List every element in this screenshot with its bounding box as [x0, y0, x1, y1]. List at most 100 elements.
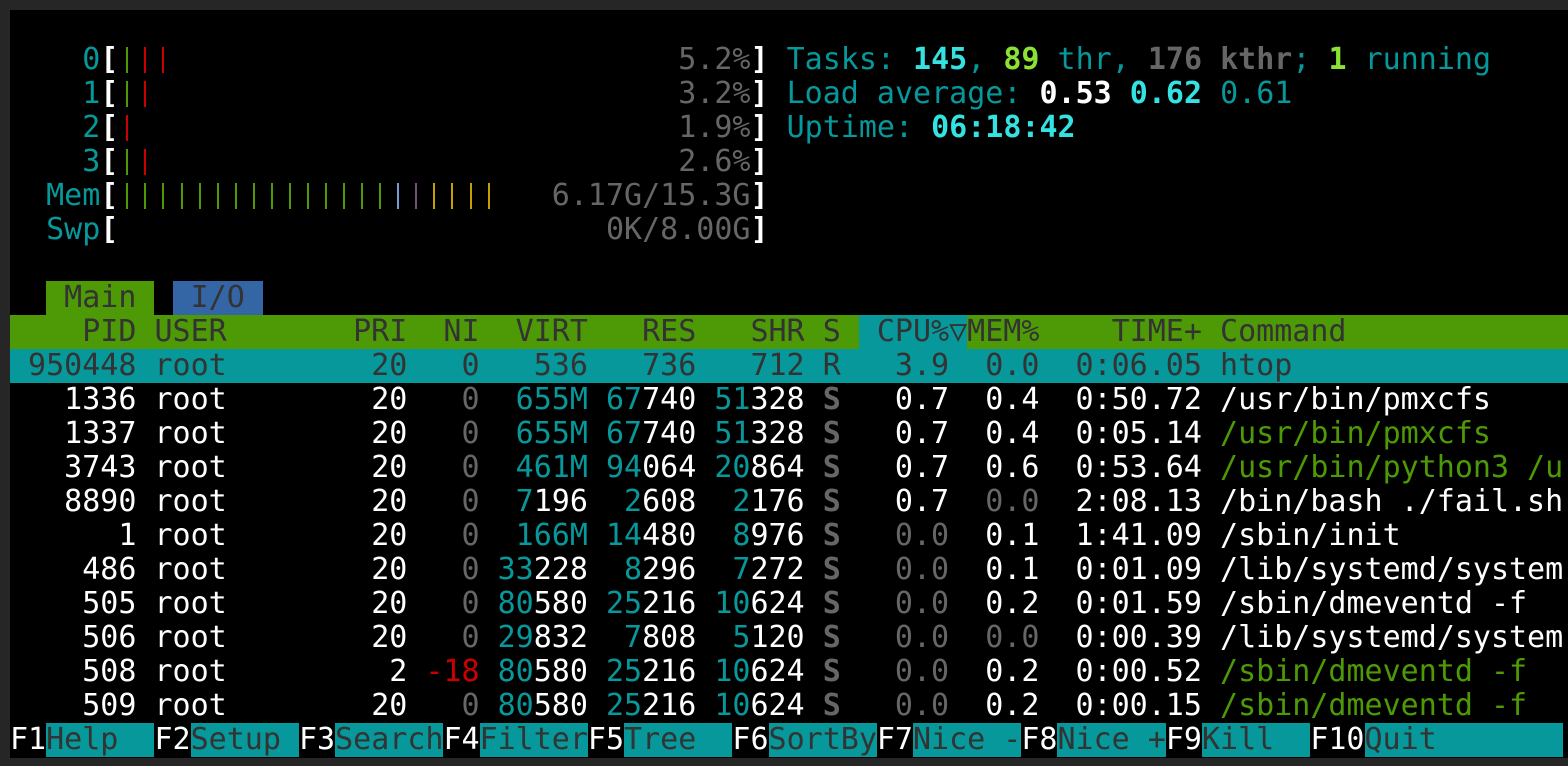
meter-value: 5.2%	[678, 42, 751, 77]
process-ni: 0	[461, 348, 480, 383]
process-row[interactable]: 1 root 20 0 166M 14480 8976 S 0.0 0.1 1:41.09/sbin…	[10, 519, 1568, 553]
process-cpu: 0.7	[894, 416, 950, 451]
process-ni: 0	[461, 620, 480, 655]
process-ni: 0	[461, 416, 480, 451]
function-key-f4[interactable]: F4	[443, 722, 480, 757]
meter-2: 2[1.9%]	[10, 111, 1568, 145]
process-row[interactable]: 505 root 20 0 80580 25216 10624 S 0.0 0.2 0:01.59 /…	[10, 587, 1568, 621]
meter-bracket-open: [	[100, 212, 119, 247]
column-header-res[interactable]: RES	[642, 314, 697, 349]
process-ni: -18	[425, 654, 480, 689]
process-s: S	[822, 484, 841, 519]
function-key-f5[interactable]: F5	[587, 722, 625, 757]
column-header-cpu[interactable]: CPU%	[876, 314, 950, 349]
process-mem: 0.2	[985, 654, 1040, 689]
column-header-s[interactable]: S	[822, 314, 841, 349]
function-setup-button[interactable]: Setup	[190, 723, 299, 757]
process-cmd: htop	[1220, 348, 1293, 383]
meter-value: 6.17G/15.3G	[551, 178, 751, 213]
process-s: S	[822, 450, 841, 485]
process-mem: 0.1	[985, 552, 1040, 587]
process-row[interactable]: 950448 root 20 0 8536 4736 3712 R 3.9 0.0 0:06.05 h…	[10, 349, 1568, 383]
meter-bar-segment	[306, 183, 309, 209]
summary-segment: ;	[1292, 42, 1329, 77]
process-time: 1:41.09	[1075, 518, 1202, 553]
process-virt: 8536	[515, 348, 588, 383]
meter-bar-segment	[379, 183, 382, 209]
summary-segment: Tasks:	[786, 42, 914, 77]
function-search-button[interactable]: Search	[335, 722, 444, 757]
function-key-f7[interactable]: F7	[876, 722, 913, 757]
function-key-f10[interactable]: F10	[1310, 722, 1365, 757]
function-kill-button[interactable]: Kill	[1201, 723, 1311, 757]
column-header-virt[interactable]: VIRT	[515, 314, 588, 349]
process-res: 25216	[605, 654, 697, 689]
meter-bar-segment	[144, 47, 147, 73]
process-mem: 0.6	[985, 450, 1040, 485]
function-help-button[interactable]: Help	[46, 723, 155, 757]
meter-label: 3	[82, 144, 101, 179]
process-pid: 486	[82, 552, 137, 587]
function-nice-button[interactable]: Nice +	[1057, 722, 1166, 757]
column-header-shr[interactable]: SHR	[750, 314, 805, 349]
column-header-cmd[interactable]: Command	[1220, 314, 1347, 349]
process-virt: 33228	[497, 552, 588, 587]
process-cpu: 0.7	[894, 484, 950, 519]
process-mem: 0.2	[985, 586, 1040, 621]
tab-io[interactable]: I/O	[172, 281, 263, 315]
process-row[interactable]: 506 root 20 0 29832 7808 5120 S 0.0 0.0 0:00.39/li…	[10, 621, 1568, 655]
function-key-f3[interactable]: F3	[298, 722, 336, 757]
function-key-f2[interactable]: F2	[154, 722, 191, 757]
function-nice-button[interactable]: Nice -	[913, 722, 1022, 757]
meter-bracket-close: ]	[750, 110, 769, 145]
function-key-f8[interactable]: F8	[1021, 722, 1058, 757]
meter-bar-segment	[270, 183, 273, 209]
process-row[interactable]: 508 root 2 -18 80580 25216 10624 S 0.0 0.2 0:00.52…	[10, 655, 1568, 689]
function-key-f6[interactable]: F6	[732, 722, 769, 757]
column-header-ni[interactable]: NI	[443, 314, 480, 349]
function-sortby-button[interactable]: SortBy	[768, 722, 877, 757]
meter-label: 1	[82, 76, 101, 111]
process-time: 0:50.72	[1075, 382, 1202, 417]
meter-bar-segment	[126, 149, 129, 175]
function-filter-button[interactable]: Filter	[479, 722, 588, 757]
process-cmd: /sbin/dmeventd -f	[1220, 654, 1528, 689]
process-pri: 20	[371, 416, 408, 451]
process-res: 7808	[624, 620, 697, 655]
meter-bar-segment	[216, 183, 219, 209]
function-key-f1[interactable]: F1	[10, 722, 47, 757]
process-s: S	[822, 416, 841, 451]
meter-bracket-open: [	[100, 76, 119, 111]
process-shr: 8976	[732, 518, 805, 553]
column-header-pri[interactable]: PRI	[353, 314, 408, 349]
function-tree-button[interactable]: Tree	[624, 723, 733, 757]
process-row[interactable]: 8890 root 20 0 7196 2608 2176 S 0.7 0.0 2:08.13/bi…	[10, 485, 1568, 519]
process-cpu: 0.0	[894, 620, 950, 655]
process-row[interactable]: 1336 root 20 0 655M 67740 51328 S 0.7 0.4 0:50.72 /…	[10, 383, 1568, 417]
process-cpu: 0.0	[894, 552, 950, 587]
process-shr: 3712	[732, 348, 805, 383]
process-shr: 10624	[714, 688, 805, 723]
process-row[interactable]: 486 root 20 0 33228 8296 7272 S 0.0 0.1 0:01.09/li…	[10, 553, 1568, 587]
process-virt: 80580	[497, 586, 588, 621]
process-row[interactable]: 509 root 20 0 80580 25216 10624 S 0.0 0.2 0:00.15 /…	[10, 689, 1568, 723]
tab-main[interactable]: Main	[46, 281, 155, 315]
process-row[interactable]: 3743 root 20 0 461M 94064 20864 S 0.7 0.6 0:53.64 /…	[10, 451, 1568, 485]
column-header-user[interactable]: USER	[154, 314, 227, 349]
column-header-mem[interactable]: MEM%	[967, 314, 1040, 349]
function-key-f9[interactable]: F9	[1165, 722, 1202, 757]
column-header-time[interactable]: TIME+	[1111, 314, 1202, 349]
summary-segment: 89	[1003, 42, 1040, 77]
process-cpu: 0.0	[894, 688, 950, 723]
process-ni: 0	[461, 688, 480, 723]
process-ni: 0	[461, 484, 480, 519]
column-header-pid[interactable]: PID	[82, 314, 137, 349]
summary-segment: ,	[967, 42, 1004, 77]
meter-swp: Swp[0K/8.00G]	[10, 213, 1568, 247]
meter-label: Swp	[46, 212, 101, 247]
process-row[interactable]: 1337 root 20 0 655M 67740 51328 S 0.7 0.4 0:05.14 /…	[10, 417, 1568, 451]
process-ni: 0	[461, 450, 480, 485]
function-quit-button[interactable]: Quit	[1364, 723, 1564, 757]
process-cpu: 0.0	[894, 518, 950, 553]
process-shr: 20864	[714, 450, 805, 485]
